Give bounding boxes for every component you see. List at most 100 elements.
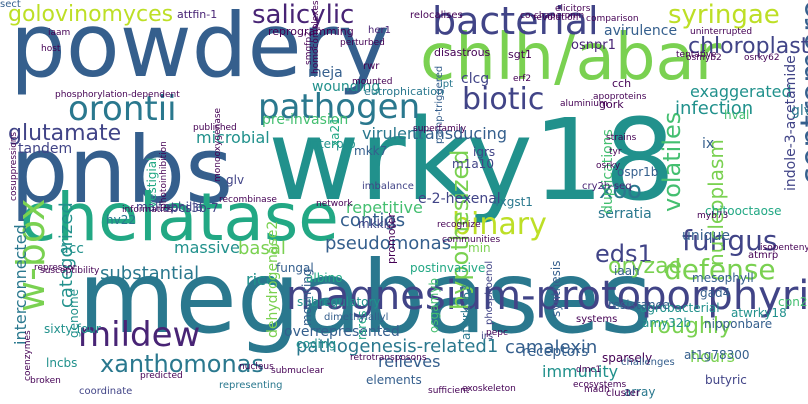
word-61: clcg — [461, 71, 490, 87]
word-59: tandem — [18, 141, 73, 157]
word-147: tyr — [609, 147, 622, 157]
word-174: recombinase — [219, 195, 277, 205]
word-126: attfin-1 — [177, 8, 218, 21]
word-161: monooxygenase — [213, 107, 223, 182]
word-24: roughly — [649, 314, 733, 339]
word-33: substantial — [100, 263, 200, 284]
word-165: coenzymes — [23, 330, 33, 381]
word-74: ospr1b — [617, 165, 659, 179]
word-141: elicitors — [555, 4, 591, 14]
word-138: osmyb2 — [686, 53, 722, 63]
word-137: tentative — [676, 50, 717, 60]
word-95: glv — [226, 173, 245, 187]
word-8: bacterial — [432, 0, 599, 43]
word-65: sgt1 — [508, 48, 533, 61]
word-88: postinvasive — [410, 261, 486, 275]
word-14: defense — [664, 253, 776, 286]
word-99: maltophilia — [136, 200, 204, 214]
word-113: nipponbare — [704, 317, 773, 331]
word-114: array — [624, 385, 656, 399]
word-170: homocomplexes — [311, 0, 321, 74]
word-160: sufficient — [428, 386, 470, 396]
word-31: infection — [675, 98, 754, 119]
word-4: chlh/abar — [420, 21, 722, 95]
word-46: interconnected — [11, 224, 30, 345]
word-129: eutrophication — [364, 85, 444, 98]
word-91: min — [468, 241, 491, 255]
word-87: glvs — [791, 103, 808, 119]
word-164: repressor — [34, 263, 77, 273]
word-122: fungal — [276, 261, 314, 275]
word-157: challenges — [621, 357, 675, 368]
word-118: synthesis — [549, 260, 563, 318]
word-117: cluster — [606, 388, 641, 399]
word-10: pathogen — [258, 87, 421, 127]
word-76: agrobacterial — [640, 301, 720, 315]
word-37: pathogenesis-related1 — [296, 336, 499, 357]
word-25: chloroplast — [688, 34, 808, 59]
word-84: chitooctaose — [705, 204, 782, 218]
word-75: dehydrogenase2 — [265, 220, 281, 338]
word-168: pepc — [486, 328, 508, 338]
word-136: co-chaperonin — [520, 11, 585, 21]
word-3: pnbs — [10, 117, 234, 224]
word-171: uninterrupted — [690, 27, 753, 37]
word-101: hv22 — [106, 213, 136, 227]
word-32: basal — [238, 238, 286, 259]
word-53: hours — [690, 347, 735, 366]
word-179: communities — [442, 235, 501, 245]
word-71: pre-invasion — [262, 112, 349, 128]
word-108: atwrky63 — [459, 284, 473, 340]
word-66: osnpr1 — [571, 38, 616, 53]
word-89: m1a10 — [452, 157, 494, 171]
word-40: transducing — [412, 124, 507, 143]
word-77: amy32b — [642, 316, 692, 330]
word-58: acc — [60, 241, 84, 257]
word-98: rbcs3b-7 — [166, 201, 219, 215]
word-1: megabases — [78, 239, 653, 356]
word-103: sixty-four — [44, 322, 101, 336]
word-169: dimethylallyl — [324, 312, 389, 323]
word-86: systems — [576, 314, 618, 325]
word-181: mounted — [352, 77, 393, 87]
word-68: disastrous — [434, 46, 491, 59]
word-105: mounting — [300, 268, 314, 326]
word-123: atmrp — [748, 250, 779, 261]
word-22: glutamate — [8, 121, 122, 146]
word-159: madh — [584, 385, 610, 395]
word-162: photoinhibition — [159, 141, 169, 209]
word-80: 4xgst1 — [492, 195, 533, 209]
word-166: cosuppressions — [9, 131, 19, 201]
word-16: salicylic — [252, 0, 355, 30]
word-132: published — [193, 123, 237, 133]
word-2: powdery — [10, 0, 390, 97]
word-70: gork — [599, 98, 624, 111]
word-176: susceptibility — [40, 266, 100, 276]
word-67: avirulence — [604, 23, 678, 39]
word-12: biotic — [462, 82, 545, 117]
word-41: virulent — [362, 124, 424, 143]
word-38: contigs — [340, 210, 406, 231]
word-35: camalexin — [505, 337, 598, 358]
word-150: osrky — [596, 161, 621, 171]
word-51: massive — [174, 238, 240, 257]
word-96: igrs — [473, 145, 496, 159]
word-9: orontii — [68, 89, 177, 129]
word-173: superfamily — [413, 124, 467, 134]
word-55: overrepresented — [284, 324, 400, 340]
word-128: her1 — [368, 25, 391, 36]
word-163: informatics — [122, 205, 173, 215]
word-82: indole-3-acetamide — [783, 55, 799, 191]
word-21: xanthomonas — [100, 350, 264, 378]
word-50: serratia — [598, 206, 652, 222]
word-167: coordinate — [79, 386, 133, 397]
word-139: osrky62 — [744, 53, 780, 63]
word-131: phosphorylation-dependent — [55, 90, 180, 100]
word-102: lncbs — [46, 356, 78, 370]
word-111: elements — [366, 373, 422, 387]
word-78: atwrky18 — [731, 306, 787, 320]
word-134: strains — [606, 133, 637, 143]
word-20: eds1 — [595, 240, 653, 268]
word-130: host — [41, 44, 61, 54]
word-100: vestigial — [145, 157, 159, 208]
